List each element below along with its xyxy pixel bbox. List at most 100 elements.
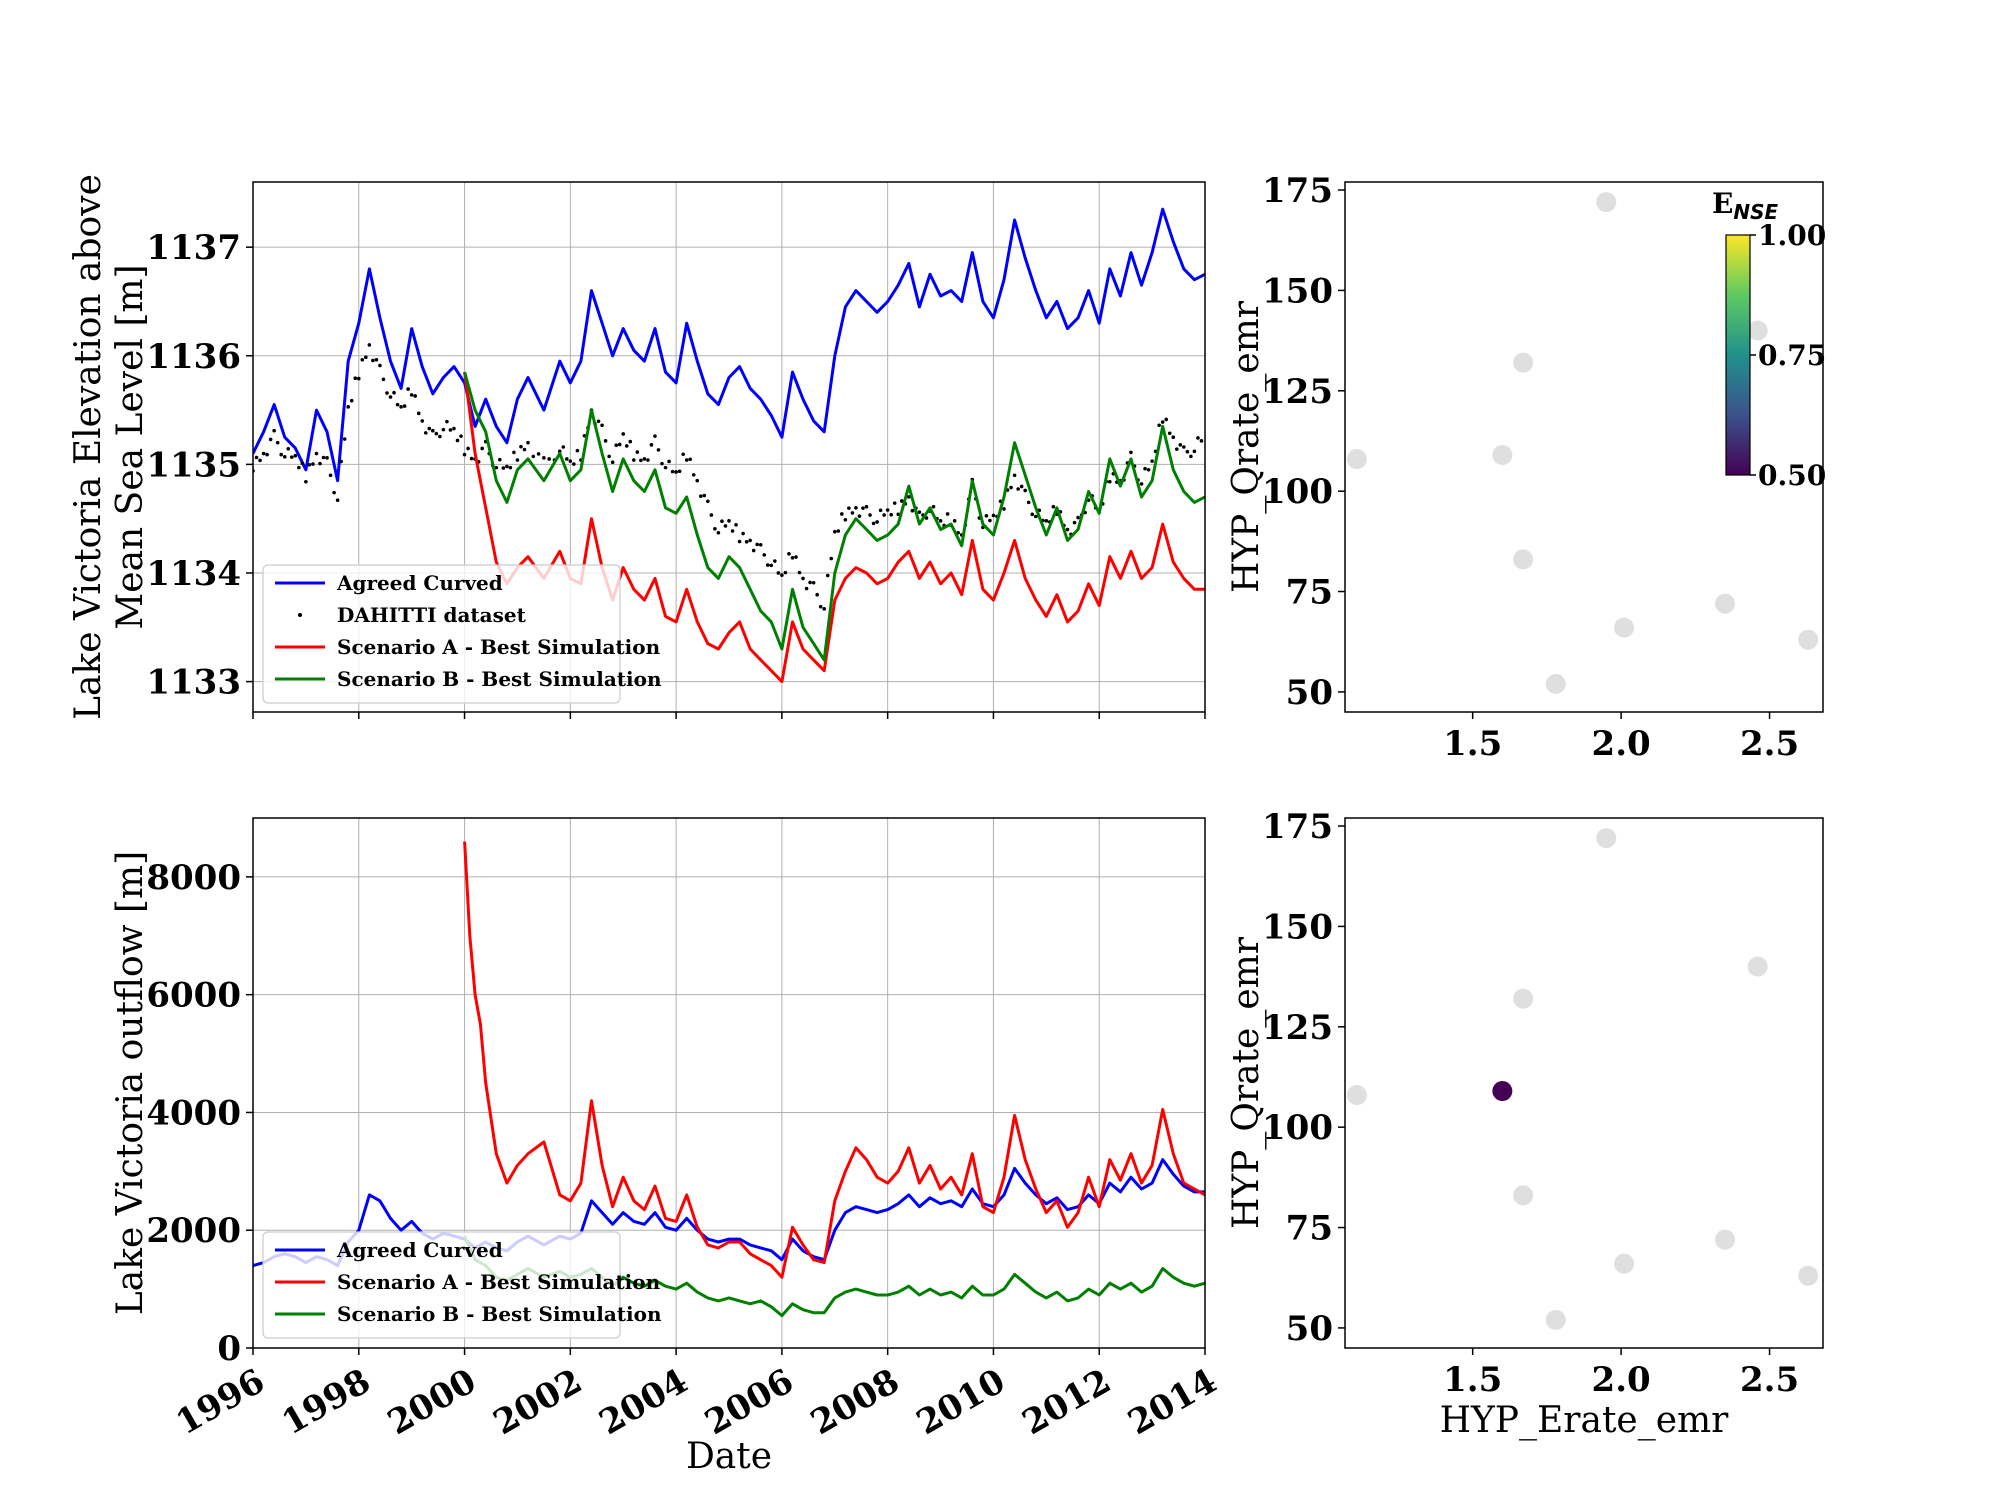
elevation-point-dahitti xyxy=(519,444,523,449)
scatter-bottom-ytick-label: 75 xyxy=(1286,1209,1333,1249)
scatter-top-point xyxy=(1715,593,1736,614)
elevation-point-dahitti xyxy=(639,458,643,463)
elevation-point-dahitti xyxy=(773,559,777,563)
elevation-point-dahitti xyxy=(522,447,527,452)
outflow-xtick-label: 2002 xyxy=(487,1361,589,1443)
elevation-point-dahitti xyxy=(797,570,802,575)
outflow-xtick-label: 1998 xyxy=(275,1361,377,1443)
elevation-point-dahitti xyxy=(304,479,308,484)
outflow-chart: 1996 1998 2000 2002 2004 2006 2008 2010 2012 2014… xyxy=(110,817,1224,1477)
elevation-point-dahitti xyxy=(282,454,287,459)
elevation-point-dahitti xyxy=(413,394,417,398)
outflow-xlabel: Date xyxy=(686,1436,772,1477)
elevation-point-dahitti xyxy=(395,402,400,407)
scatter-bottom-point xyxy=(1747,956,1768,977)
outflow-xtick-label: 2008 xyxy=(804,1361,906,1443)
elevation-point-dahitti xyxy=(677,469,682,474)
scatter-top-ytick-label: 125 xyxy=(1262,372,1333,412)
outflow-ticks: 1996 1998 2000 2002 2004 2006 2008 2010 2012 2014… xyxy=(146,858,1223,1443)
outflow-xtick-label: 2006 xyxy=(698,1361,800,1443)
elevation-point-dahitti xyxy=(882,513,886,517)
scatter-top-point xyxy=(1798,629,1819,650)
elevation-point-dahitti xyxy=(335,498,340,503)
elevation-point-dahitti xyxy=(286,447,291,451)
outflow-ylabel: Lake Victoria outflow [m] xyxy=(110,851,151,1315)
scatter-bottom-point xyxy=(1346,1085,1367,1106)
elevation-point-dahitti xyxy=(737,539,742,544)
elevation-point-dahitti xyxy=(931,504,936,509)
scatter-bottom-point xyxy=(1715,1229,1736,1250)
elevation-point-dahitti xyxy=(406,387,410,391)
elevation-point-dahitti xyxy=(794,555,798,559)
elevation-point-dahitti xyxy=(885,508,890,512)
elevation-point-dahitti xyxy=(624,444,629,448)
elevation-point-dahitti xyxy=(843,517,848,522)
elevation-point-dahitti xyxy=(892,501,897,505)
elevation-point-dahitti xyxy=(1108,479,1112,484)
outflow-xtick-label: 2012 xyxy=(1016,1361,1118,1443)
elevation-point-dahitti xyxy=(748,538,752,543)
elevation-point-dahitti xyxy=(1196,436,1200,440)
elevation-point-dahitti xyxy=(321,455,326,460)
elevation-point-dahitti xyxy=(1033,514,1038,519)
outflow-axes-frame xyxy=(252,817,1206,1349)
elevation-point-dahitti xyxy=(1051,504,1056,509)
elevation-point-dahitti xyxy=(698,494,703,499)
elevation-point-dahitti xyxy=(512,450,516,455)
elevation-point-dahitti xyxy=(780,573,784,577)
elevation-point-dahitti xyxy=(431,428,435,433)
elevation-point-dahitti xyxy=(1182,445,1186,449)
elevation-point-dahitti xyxy=(991,513,996,518)
elevation-point-dahitti xyxy=(871,521,876,526)
elevation-point-dahitti xyxy=(353,376,358,381)
elevation-ticks: 1133 1134 1135 1136 1137 xyxy=(146,228,1206,719)
scatter-bottom-ytick-label: 175 xyxy=(1262,807,1333,847)
outflow-legend: Agreed Curved Scenario A - Best Simulati… xyxy=(262,1231,662,1339)
colorbar-tick-label: 0.75 xyxy=(1758,339,1826,372)
elevation-point-dahitti xyxy=(790,555,795,560)
elevation-point-dahitti xyxy=(808,580,812,585)
elevation-point-dahitti xyxy=(811,580,816,585)
elevation-point-dahitti xyxy=(801,576,805,581)
elevation-point-dahitti xyxy=(653,434,657,438)
scatter-top-point xyxy=(1545,673,1566,694)
elevation-point-dahitti xyxy=(688,457,693,462)
elevation-point-dahitti xyxy=(610,460,615,465)
elevation-point-dahitti xyxy=(279,452,284,457)
scatter-bottom-point xyxy=(1596,828,1617,849)
elevation-point-dahitti xyxy=(505,464,509,469)
elevation-point-dahitti xyxy=(392,390,396,395)
elevation-point-dahitti xyxy=(346,405,351,409)
elevation-series xyxy=(253,207,1205,684)
elevation-point-dahitti xyxy=(385,391,389,395)
elevation-point-dahitti xyxy=(1189,454,1193,459)
scatter-bottom-points xyxy=(1346,828,1819,1330)
legend-label-agreed: Agreed Curved xyxy=(336,1238,503,1262)
elevation-point-dahitti xyxy=(381,377,386,382)
elevation-point-dahitti xyxy=(674,470,678,474)
scatter-top-ytick-label: 150 xyxy=(1262,271,1333,311)
scatter-bottom-point xyxy=(1545,1309,1566,1330)
elevation-point-dahitti xyxy=(349,398,354,403)
elevation-point-dahitti xyxy=(409,393,414,397)
elevation-point-dahitti xyxy=(952,519,957,523)
elevation-point-dahitti xyxy=(258,458,262,463)
elevation-point-dahitti xyxy=(339,459,343,464)
elevation-point-dahitti xyxy=(663,465,668,470)
elevation-point-dahitti xyxy=(804,586,809,591)
scatter-top-ytick-label: 50 xyxy=(1286,673,1333,713)
elevation-point-dahitti xyxy=(455,438,460,443)
elevation-point-dahitti xyxy=(783,570,788,575)
legend-label-scenA: Scenario A - Best Simulation xyxy=(337,1270,661,1294)
scatter-bottom-axes-frame xyxy=(1344,817,1824,1349)
elevation-point-dahitti xyxy=(332,490,336,495)
scatter-bottom-ytick-label: 50 xyxy=(1286,1309,1333,1349)
elevation-point-dahitti xyxy=(367,343,372,347)
elevation-ytick-label: 1133 xyxy=(146,663,241,703)
elevation-point-dahitti xyxy=(691,473,696,477)
elevation-point-dahitti xyxy=(498,457,502,462)
elevation-point-dahitti xyxy=(462,452,467,457)
elevation-point-dahitti xyxy=(600,423,604,428)
